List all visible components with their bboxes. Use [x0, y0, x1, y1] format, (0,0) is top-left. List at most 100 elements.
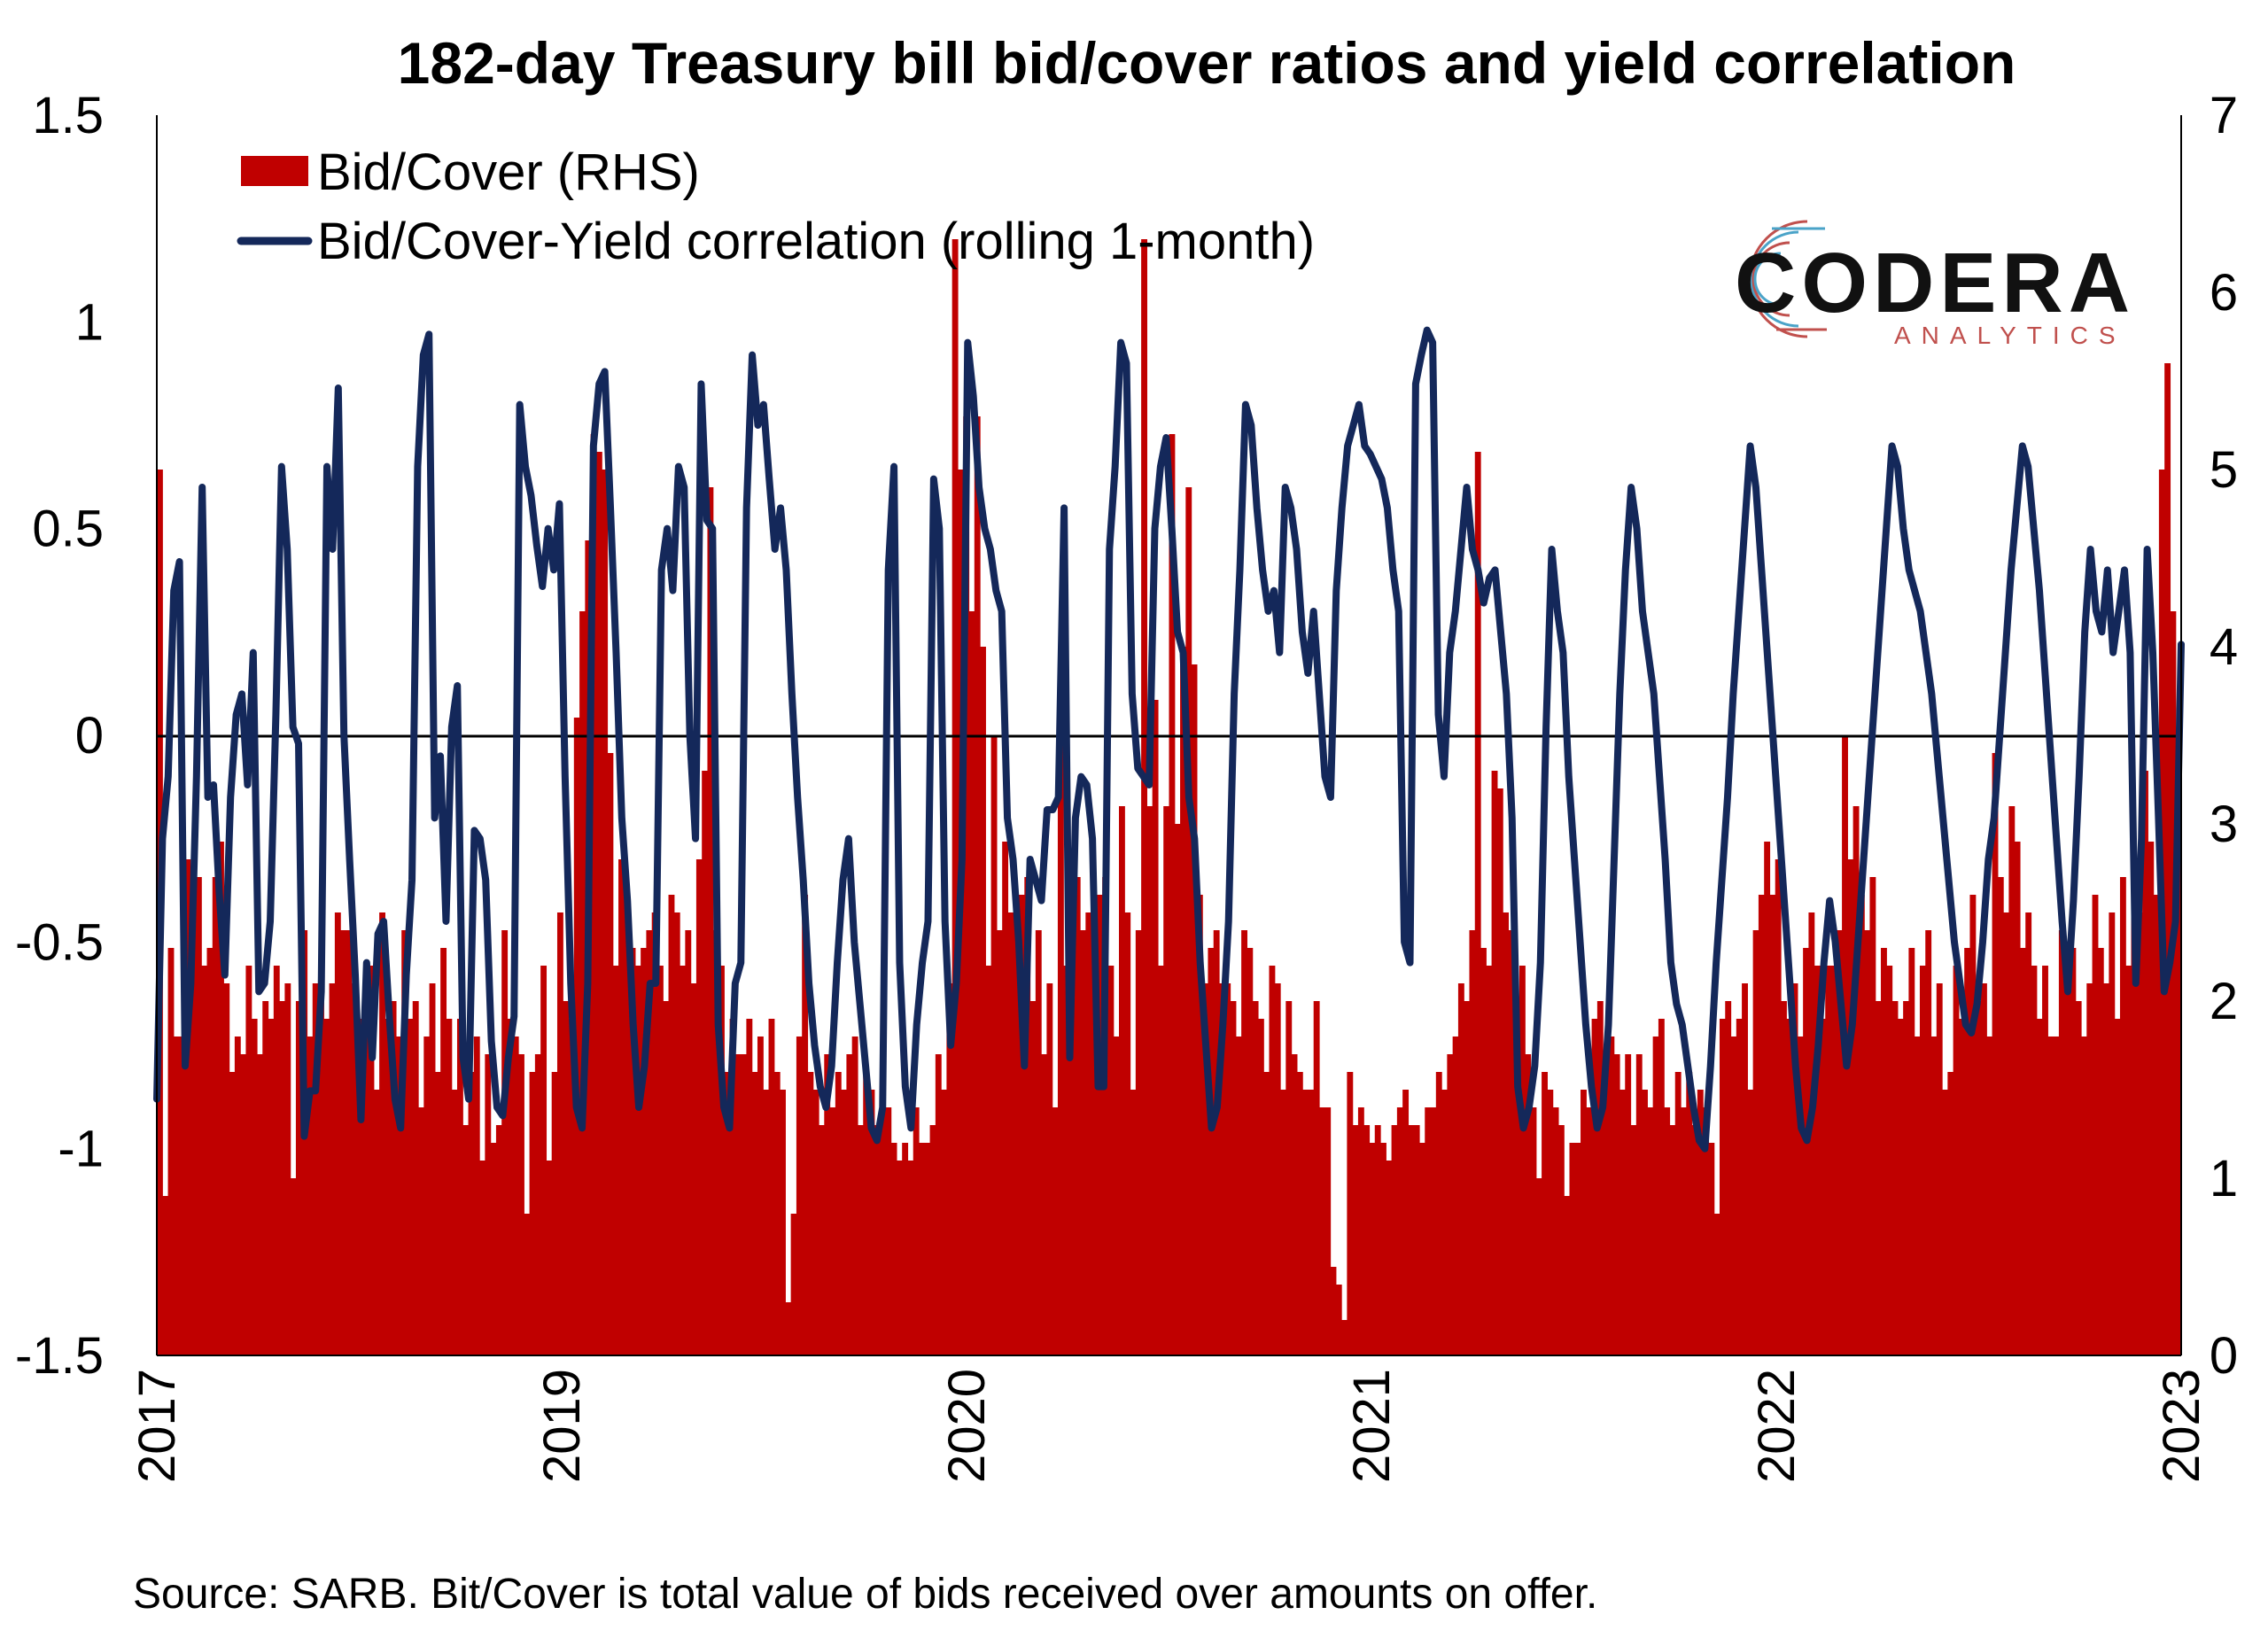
bid-cover-bar [1752, 930, 1759, 1355]
x-tick-label: 2019 [533, 1369, 591, 1483]
bid-cover-bar [607, 753, 614, 1355]
bid-cover-bar [1691, 1125, 1698, 1355]
bid-cover-bar [218, 842, 224, 1355]
bid-cover-bar [951, 239, 959, 1355]
bid-cover-bar [835, 1072, 842, 1355]
bid-cover-bar [1291, 1054, 1298, 1355]
bid-cover-bar [1347, 1072, 1354, 1355]
bid-cover-bar [395, 1037, 402, 1355]
bid-cover-bar [2170, 611, 2177, 1355]
bid-cover-bar [1013, 912, 1020, 1355]
bid-cover-bar [768, 1019, 775, 1355]
bid-cover-bar [318, 1001, 324, 1355]
bid-cover-bar [579, 611, 586, 1355]
bid-cover-bar [1535, 1178, 1542, 1355]
bid-cover-bar [1413, 1125, 1420, 1355]
bid-cover-bar [1903, 1001, 1910, 1355]
bid-cover-bar [279, 1001, 285, 1355]
bid-cover-bar [2014, 842, 2021, 1355]
bid-cover-bar [301, 930, 308, 1355]
bid-cover-bar [434, 1072, 441, 1355]
bid-cover-bar [485, 1054, 492, 1355]
bid-cover-bar [1308, 1090, 1315, 1355]
bid-cover-bar [179, 1037, 185, 1355]
bid-cover-bar [1402, 1090, 1410, 1355]
x-tick-label: 2017 [128, 1369, 186, 1483]
bid-cover-bar [273, 966, 280, 1355]
codera-logo: CODERA ANALYTICS [1735, 220, 2130, 349]
bid-cover-bar [2075, 1001, 2082, 1355]
bid-cover-bar [595, 452, 602, 1355]
bid-cover-bar [1997, 877, 2004, 1355]
bid-cover-bar [1847, 859, 1854, 1355]
bid-cover-bar [1825, 966, 1832, 1355]
bid-cover-bar [1719, 1019, 1726, 1355]
bid-cover-bar [1235, 1037, 1242, 1355]
bid-cover-bar [846, 1054, 853, 1355]
bid-cover-bar [512, 1037, 519, 1355]
bid-cover-bar [2097, 948, 2104, 1355]
bid-cover-bar [1096, 895, 1103, 1355]
bid-cover-bar [518, 1054, 524, 1355]
left-tick-label: -0.5 [15, 913, 104, 971]
logo-mark-icon [1748, 220, 1827, 338]
bid-cover-bar [1024, 877, 1031, 1355]
bid-cover-bar [1496, 788, 1503, 1355]
bid-cover-bar [2103, 983, 2109, 1355]
bid-cover-bar [1241, 930, 1247, 1355]
bid-cover-bar [1781, 1001, 1787, 1355]
bid-cover-bar [841, 1090, 848, 1355]
right-axis-ticks: 7 6 5 4 3 2 1 0 [2210, 87, 2238, 1385]
bid-cover-bar [724, 1072, 731, 1355]
bid-cover-bar [785, 1302, 792, 1355]
left-tick-label: 0.5 [32, 501, 104, 558]
bid-cover-bar [1852, 806, 1860, 1355]
left-axis-ticks: 1.5 1 0.5 0 -0.5 -1 -1.5 [15, 87, 104, 1385]
bid-cover-bar [1674, 1072, 1682, 1355]
bid-cover-bar [534, 1054, 541, 1355]
x-tick-label: 2022 [1748, 1369, 1806, 1483]
bid-cover-bar [618, 859, 625, 1355]
bid-cover-bar [1557, 1125, 1565, 1355]
bid-cover-bar [195, 877, 202, 1355]
bid-cover-bar [790, 1214, 797, 1355]
bid-cover-bar [668, 895, 675, 1355]
bid-cover-bar [751, 1072, 758, 1355]
bid-cover-bar [456, 1019, 463, 1355]
bid-cover-bar [1474, 452, 1481, 1355]
bid-cover-bar [240, 1054, 247, 1355]
bid-cover-bar [1764, 842, 1771, 1355]
bid-cover-bar [1380, 1143, 1386, 1355]
bid-cover-bar [201, 966, 208, 1355]
bid-cover-bar [890, 1143, 897, 1355]
bid-cover-bar [1330, 1267, 1337, 1355]
bid-cover-bar [896, 1161, 903, 1355]
bid-cover-bar [551, 1072, 558, 1355]
bid-cover-bar [2064, 966, 2071, 1355]
bid-cover-bar [1224, 983, 1231, 1355]
bid-cover-bar [1596, 1001, 1604, 1355]
bid-cover-bar [1296, 1072, 1303, 1355]
bid-cover-bar [540, 966, 548, 1355]
bid-cover-bar [1791, 983, 1798, 1355]
bid-cover-bar [1080, 930, 1086, 1355]
bid-cover-bar [1664, 1107, 1671, 1355]
bid-cover-bar [685, 930, 692, 1355]
bid-cover-bar [295, 1001, 302, 1355]
bid-cover-bar [446, 1019, 453, 1355]
bid-cover-bar [2003, 912, 2009, 1355]
bid-cover-bar [1418, 1143, 1425, 1355]
bid-cover-bar [223, 983, 230, 1355]
bid-cover-bar [1547, 1090, 1554, 1355]
bid-cover-bar [1830, 966, 1837, 1355]
bid-cover-bar [1486, 966, 1493, 1355]
bid-cover-bar [1992, 753, 1999, 1355]
bid-cover-bar [1864, 930, 1871, 1355]
bid-cover-bar [1041, 1054, 1047, 1355]
bid-cover-bar [256, 1054, 263, 1355]
bid-cover-bar [1658, 1019, 1665, 1355]
bid-cover-bar [1914, 1037, 1921, 1355]
bid-cover-bar [1981, 983, 1987, 1355]
bid-cover-bar [379, 912, 385, 1355]
bid-cover-bar [2109, 912, 2116, 1355]
